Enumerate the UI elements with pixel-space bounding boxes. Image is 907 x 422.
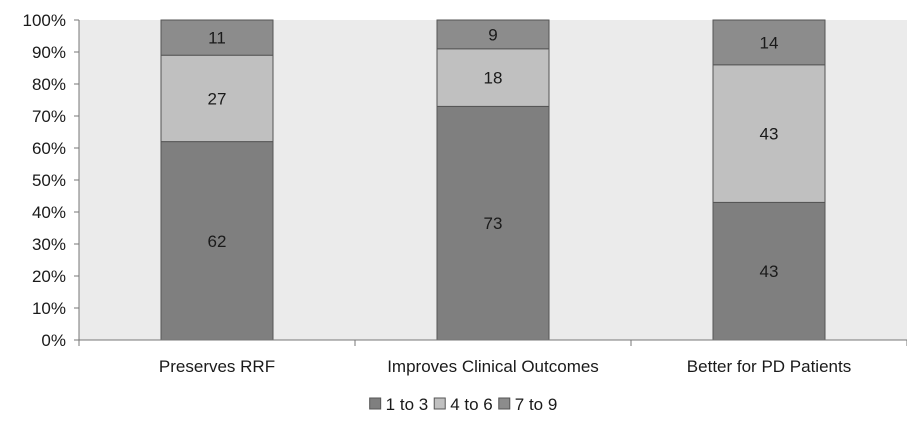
bars-group: 62 27 11 73 18 9 43 43 14	[160, 19, 826, 341]
bar-segment-2-cat-2	[436, 48, 550, 107]
y-tick-label: 40%	[32, 203, 66, 222]
legend-item: 1 to 3	[369, 395, 429, 414]
bar-segment-3-cat-2	[436, 19, 550, 50]
x-axis-ticks: Preserves RRF Improves Clinical Outcomes B…	[78, 340, 907, 376]
data-label: 9	[488, 25, 497, 44]
y-tick-label: 20%	[32, 267, 66, 286]
y-tick-label: 60%	[32, 139, 66, 158]
x-tick-label: Better for PD Patients	[687, 357, 851, 376]
bar-segment-1-cat-1	[160, 141, 274, 341]
data-label: 14	[760, 33, 779, 52]
y-tick-label: 70%	[32, 107, 66, 126]
data-label: 62	[208, 232, 227, 251]
y-tick-label: 0%	[41, 331, 66, 350]
data-label: 11	[208, 29, 226, 48]
y-axis-ticks: 0% 10% 20% 30% 40% 50% 60% 70% 80% 90% 100%	[23, 11, 79, 350]
x-tick-label: Improves Clinical Outcomes	[387, 357, 599, 376]
legend-swatch	[498, 397, 511, 410]
data-label: 18	[484, 69, 503, 88]
legend-swatch	[369, 397, 382, 410]
bar-segment-1-cat-2	[436, 105, 550, 341]
legend-item: 7 to 9	[498, 395, 558, 414]
data-label: 43	[760, 125, 779, 144]
bar-segment-2-cat-3	[712, 64, 826, 203]
y-tick-label: 100%	[23, 11, 66, 30]
legend-label: 7 to 9	[515, 395, 558, 414]
legend-label: 1 to 3	[386, 395, 429, 414]
data-label: 73	[484, 214, 503, 233]
y-tick-label: 80%	[32, 75, 66, 94]
y-tick-label: 30%	[32, 235, 66, 254]
bar-segment-1-cat-3	[712, 201, 826, 341]
bar-segment-3-cat-1	[160, 19, 274, 56]
legend: 1 to 3 4 to 6 7 to 9	[369, 395, 558, 414]
x-tick-label: Preserves RRF	[159, 357, 275, 376]
data-label: 43	[760, 262, 779, 281]
y-tick-label: 10%	[32, 299, 66, 318]
legend-label: 4 to 6	[450, 395, 493, 414]
legend-item: 4 to 6	[433, 395, 493, 414]
y-tick-label: 90%	[32, 43, 66, 62]
data-label: 27	[208, 89, 227, 108]
legend-swatch	[433, 397, 446, 410]
bar-segment-3-cat-3	[712, 19, 826, 66]
y-tick-label: 50%	[32, 171, 66, 190]
